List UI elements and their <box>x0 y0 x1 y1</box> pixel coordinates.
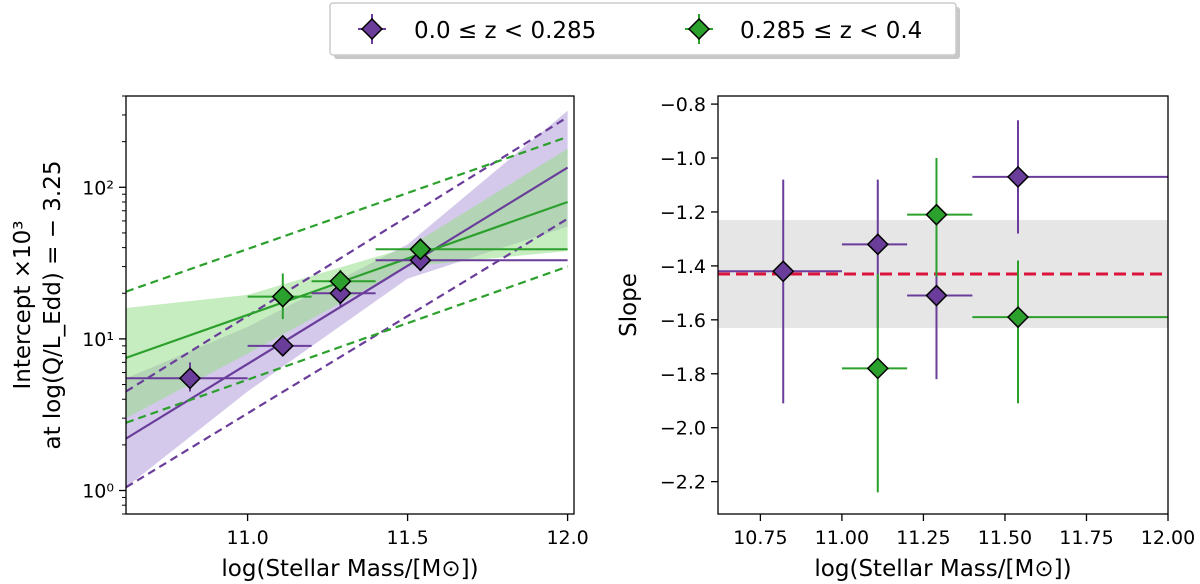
right-axes-frame <box>717 95 1169 515</box>
purple-slope-point-3 <box>1006 165 1030 188</box>
legend-entry-green: 0.285 ≤ z < 0.4 <box>685 14 922 44</box>
legend-label-purple: 0.0 ≤ z < 0.285 <box>414 18 596 44</box>
purple-slope-point-0 <box>772 260 795 283</box>
purple-fit-line <box>126 166 569 440</box>
legend-entry-purple: 0.0 ≤ z < 0.285 <box>358 14 596 44</box>
purple-point-0 <box>178 367 202 390</box>
legend-marker-diamond <box>360 17 384 41</box>
green-point-1 <box>329 270 352 293</box>
legend-label-green: 0.285 ≤ z < 0.4 <box>740 18 922 44</box>
left-x-axis-label: log(Stellar Mass/[M⊙]) <box>221 556 478 582</box>
right-y-tick-label: −1.6 <box>660 310 706 332</box>
purple-point-1 <box>271 334 294 357</box>
right-y-tick-label: −2.2 <box>660 472 706 494</box>
green-slope-point-1 <box>925 203 948 226</box>
right-y-axis-label: Slope <box>616 273 642 337</box>
left-panel: 11.0 11.5 12.0 10⁰ 10¹ 10² log(Stellar Mass/[… <box>10 95 589 582</box>
left-y-axis-label-line2: at log(Q/L_Edd) = − 3.25 <box>40 160 66 449</box>
right-y-tick-label: −1.0 <box>660 148 706 170</box>
green-slope-point-2 <box>1006 306 1030 329</box>
purple-upper-dashed-line <box>126 116 569 393</box>
purple-slope-point-1 <box>866 233 889 256</box>
green-point-0 <box>271 285 294 308</box>
right-y-tick-label: −1.8 <box>660 364 706 386</box>
right-x-axis-label: log(Stellar Mass/[M⊙]) <box>814 556 1071 582</box>
legend-box <box>329 2 957 56</box>
right-x-tick-label: 12.00 <box>1141 527 1195 549</box>
left-plot-area <box>126 110 569 489</box>
purple-slope-point-2 <box>925 284 948 307</box>
purple-lower-dashed-line <box>126 217 569 489</box>
right-y-tick-label: −2.0 <box>660 418 706 440</box>
left-y-tick-label: 10⁰ <box>82 481 114 503</box>
left-x-tick-label: 12.0 <box>546 527 588 549</box>
right-y-tick-label: −0.8 <box>660 94 706 116</box>
left-x-tick-label: 11.5 <box>386 527 428 549</box>
left-y-tick-label: 10² <box>82 177 114 199</box>
right-ticks: 10.75 11.00 11.25 11.50 11.75 12.00 −2.2 −2.0 −1… <box>660 94 1195 549</box>
left-x-tick-label: 11.0 <box>226 527 268 549</box>
right-panel: 10.75 11.00 11.25 11.50 11.75 12.00 −2.2 −2.0 −1… <box>616 94 1195 582</box>
legend: 0.0 ≤ z < 0.285 0.285 ≤ z < 0.4 <box>329 2 960 59</box>
green-slope-point-0 <box>866 357 889 380</box>
right-x-tick-label: 11.25 <box>896 527 950 549</box>
right-x-tick-label: 11.75 <box>1059 527 1113 549</box>
left-axes-frame <box>125 95 575 515</box>
green-lower-dashed-line <box>126 265 568 424</box>
right-y-tick-label: −1.2 <box>660 202 706 224</box>
left-ticks: 11.0 11.5 12.0 10⁰ 10¹ 10² <box>82 95 589 549</box>
right-x-tick-label: 10.75 <box>733 527 787 549</box>
right-x-tick-label: 11.00 <box>815 527 869 549</box>
left-y-axis-label-line1: Intercept ×10³ <box>10 221 36 390</box>
purple-point-2 <box>329 282 352 305</box>
right-plot-area <box>718 120 1168 493</box>
legend-marker-diamond <box>687 17 711 41</box>
right-y-tick-label: −1.4 <box>660 256 706 278</box>
green-point-2 <box>409 238 432 261</box>
left-y-tick-label: 10¹ <box>82 329 114 351</box>
right-x-tick-label: 11.50 <box>978 527 1032 549</box>
